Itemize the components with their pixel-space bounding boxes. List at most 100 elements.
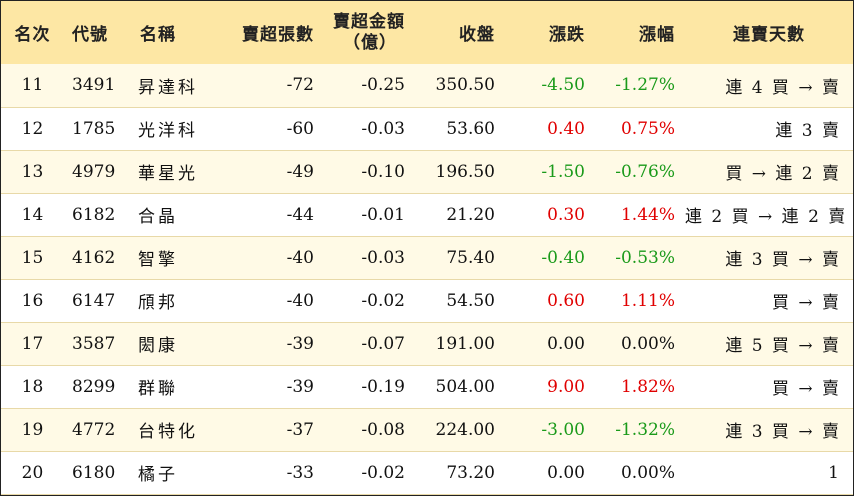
cell-change-pct: -0.53% [615,247,675,268]
cell-change: 0.40 [547,118,585,139]
table-row: 16 6147 頎邦 -40 -0.02 54.50 0.60 1.11% 買 → 賣 [1,279,853,322]
cell-code: 3587 [72,333,116,354]
table-row: 12 1785 光洋科 -60 -0.03 53.60 0.40 0.75% 連 3 賣 [1,107,853,150]
table-row: 14 6182 合晶 -44 -0.01 21.20 0.30 1.44% 連 2 買 → 連 … [1,193,853,236]
cell-name: 華星光 [138,164,198,184]
header-row: 名次 代號 名稱 賣超張數 賣超金額 （億） 收盤 漲跌 漲幅 連賣天數 [1,1,853,64]
header-rank: 名次 [14,25,51,45]
cell-change: -4.50 [541,75,585,96]
cell-name: 群聯 [138,379,178,399]
cell-change: -0.40 [541,247,585,268]
cell-rank: 13 [21,161,44,182]
cell-streak: 1 [828,462,841,483]
cell-net-sell-lots: -72 [286,75,314,96]
table-body: 11 3491 昇達科 -72 -0.25 350.50 -4.50 -1.27% 連 4 買 … [1,64,853,494]
cell-close: 75.40 [446,247,495,268]
cell-streak: 買 → 賣 [771,379,841,399]
cell-name: 合晶 [138,207,178,227]
table-header: 名次 代號 名稱 賣超張數 賣超金額 （億） 收盤 漲跌 漲幅 連賣天數 [1,1,853,64]
cell-net-sell-lots: -49 [286,161,314,182]
cell-net-sell-lots: -40 [286,247,314,268]
cell-change: 0.00 [547,333,585,354]
cell-code: 6182 [72,204,116,225]
cell-name: 智擎 [138,250,178,270]
cell-code: 3491 [72,75,116,96]
cell-streak: 連 5 買 → 賣 [725,336,841,356]
cell-net-sell-amount: -0.25 [361,75,405,96]
cell-rank: 19 [21,419,44,440]
cell-net-sell-amount: -0.07 [361,333,405,354]
cell-change-pct: 1.44% [620,204,675,225]
header-net-sell-amount: 賣超金額 （億） [324,1,415,64]
header-close: 收盤 [459,25,495,45]
cell-rank: 16 [21,290,44,311]
table-row: 18 8299 群聯 -39 -0.19 504.00 9.00 1.82% 買 → 賣 [1,365,853,408]
header-streak: 連賣天數 [733,25,805,45]
cell-net-sell-lots: -60 [286,118,314,139]
table-row: 11 3491 昇達科 -72 -0.25 350.50 -4.50 -1.27% 連 4 買 … [1,64,853,107]
cell-streak: 買 → 連 2 賣 [725,164,841,184]
cell-name: 橘子 [138,465,178,485]
cell-rank: 14 [21,204,44,225]
cell-streak: 連 2 買 → 連 2 賣 [685,207,848,227]
cell-streak: 連 3 買 → 賣 [725,422,841,442]
cell-code: 4162 [72,247,116,268]
cell-streak: 連 3 賣 [775,121,841,141]
cell-close: 191.00 [435,333,495,354]
cell-change: -3.00 [541,419,585,440]
cell-rank: 18 [21,376,44,397]
cell-code: 4979 [72,161,116,182]
cell-net-sell-lots: -39 [286,376,314,397]
cell-change: 9.00 [547,376,585,397]
cell-code: 1785 [72,118,116,139]
cell-streak: 連 4 買 → 賣 [725,77,841,98]
cell-name: 台特化 [138,422,198,442]
header-net-sell-lots: 賣超張數 [242,25,314,45]
header-net-sell-amount-line1: 賣超金額 [333,11,405,32]
cell-rank: 11 [21,75,44,96]
cell-change: 0.00 [547,462,585,483]
cell-change: 0.60 [547,290,585,311]
cell-rank: 20 [21,462,44,483]
cell-net-sell-amount: -0.02 [361,290,405,311]
cell-code: 8299 [72,376,116,397]
header-change: 漲跌 [549,25,585,45]
cell-net-sell-lots: -39 [286,333,314,354]
header-net-sell-amount-line2: （億） [343,32,397,53]
cell-close: 196.50 [435,161,495,182]
cell-net-sell-amount: -0.08 [361,419,405,440]
cell-streak: 連 3 買 → 賣 [725,250,841,270]
cell-rank: 15 [21,247,44,268]
cell-net-sell-amount: -0.03 [361,247,405,268]
cell-change-pct: -1.32% [615,419,675,440]
table-row: 17 3587 閎康 -39 -0.07 191.00 0.00 0.00% 連 5 買 → 賣 [1,322,853,365]
cell-name: 光洋科 [138,121,198,141]
table-row: 20 6180 橘子 -33 -0.02 73.20 0.00 0.00% 1 [1,451,853,494]
cell-change: -1.50 [541,161,585,182]
table-row: 15 4162 智擎 -40 -0.03 75.40 -0.40 -0.53% 連 3 買 → … [1,236,853,279]
cell-code: 6147 [72,290,116,311]
cell-close: 54.50 [446,290,495,311]
cell-close: 224.00 [435,419,495,440]
cell-change: 0.30 [547,204,585,225]
header-change-pct: 漲幅 [639,25,675,45]
cell-net-sell-amount: -0.02 [361,462,405,483]
cell-change-pct: -0.76% [615,161,675,182]
cell-change-pct: 0.00% [620,462,675,483]
cell-net-sell-lots: -44 [286,204,314,225]
cell-change-pct: 0.00% [620,333,675,354]
cell-close: 53.60 [446,118,495,139]
header-name: 名稱 [140,25,176,45]
cell-close: 21.20 [446,204,495,225]
cell-code: 4772 [72,419,116,440]
cell-change-pct: 1.11% [620,290,675,311]
cell-close: 73.20 [446,462,495,483]
table-row: 19 4772 台特化 -37 -0.08 224.00 -3.00 -1.32% 連 3 買 … [1,408,853,451]
cell-change-pct: -1.27% [615,75,675,96]
cell-net-sell-amount: -0.19 [361,376,405,397]
cell-name: 閎康 [138,336,178,356]
header-code: 代號 [72,25,108,45]
cell-net-sell-amount: -0.01 [361,204,405,225]
cell-rank: 12 [21,118,44,139]
